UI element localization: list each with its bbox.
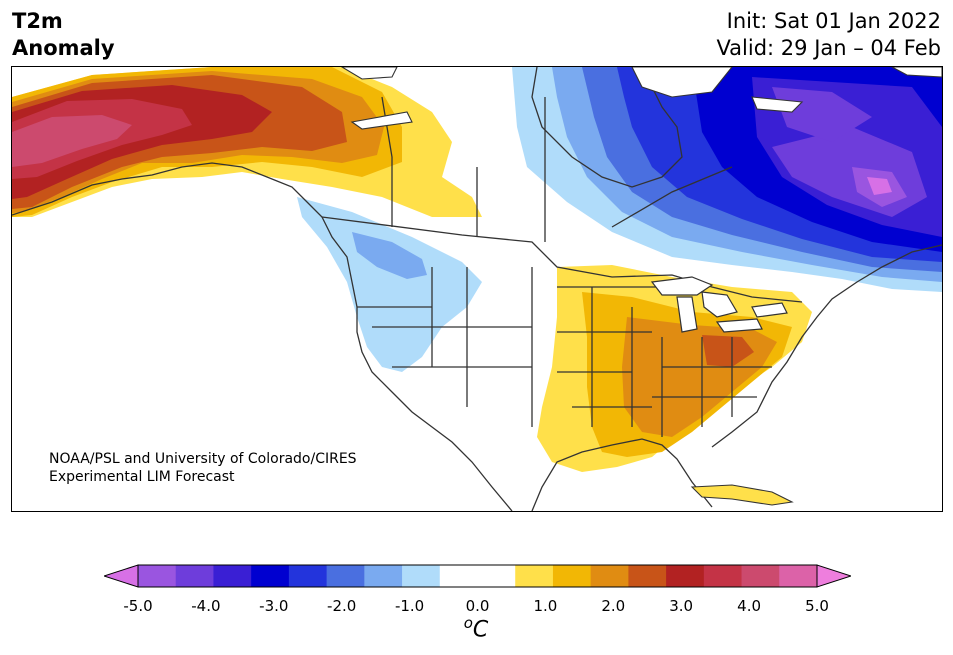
colorbar-swatch (138, 565, 177, 587)
colorbar-swatch (251, 565, 290, 587)
arctic-islands (340, 67, 942, 130)
cool-region-west (297, 197, 482, 372)
colorbar (102, 563, 853, 593)
anomaly-map (12, 67, 942, 511)
colorbar-outline (137, 564, 818, 588)
colorbar-swatch (402, 565, 441, 587)
colorbar-swatch (552, 565, 592, 587)
cool-region-east-canada (512, 67, 942, 292)
unit-label: C (472, 617, 489, 643)
colorbar-tick-label: 5.0 (805, 597, 829, 615)
colorbar-swatch (741, 565, 780, 587)
colorbar-extend-low (102, 564, 139, 588)
title-right: Init: Sat 01 Jan 2022 Valid: 29 Jan – 04… (716, 8, 941, 62)
valid-date: Valid: 29 Jan – 04 Feb (716, 36, 941, 60)
warm-region-alaska (12, 67, 482, 217)
colorbar-swatches (102, 564, 853, 588)
colorbar-tick-label: -3.0 (259, 597, 289, 615)
colorbar-swatch (364, 565, 403, 587)
cuba (690, 484, 794, 506)
colorbar-extend-high (816, 564, 853, 588)
title-left: T2m Anomaly (12, 8, 115, 62)
warm-region-east-us (537, 265, 812, 472)
credit-text: NOAA/PSL and University of Colorado/CIRE… (49, 450, 357, 486)
colorbar-tick-label: 2.0 (601, 597, 626, 615)
colorbar-tick-label: -1.0 (394, 597, 425, 615)
credit-line-2: Experimental LIM Forecast (49, 469, 235, 485)
colorbar-swatch (477, 565, 516, 587)
title-anomaly: Anomaly (12, 36, 115, 60)
great-lakes (650, 276, 788, 333)
colorbar-tick-label: 0.0 (465, 597, 490, 615)
coastlines-and-borders (12, 67, 942, 511)
colorbar-swatch (288, 565, 328, 587)
credit-line-1: NOAA/PSL and University of Colorado/CIRE… (49, 451, 357, 467)
colorbar-swatch (628, 565, 667, 587)
colorbar-swatch (590, 565, 629, 587)
colorbar-swatch (703, 565, 743, 587)
colorbar-swatch (213, 565, 252, 587)
init-date: Init: Sat 01 Jan 2022 (726, 9, 941, 33)
unit-superscript: o (463, 614, 473, 632)
colorbar-tick-label: 4.0 (737, 597, 762, 615)
map-panel (11, 66, 943, 512)
colorbar-tick-label: 3.0 (669, 597, 694, 615)
title-variable: T2m (12, 9, 63, 33)
colorbar-tick-label: -2.0 (327, 597, 357, 615)
colorbar-swatch (175, 565, 214, 587)
colorbar-swatch (779, 565, 818, 587)
colorbar-tick-label: 1.0 (533, 597, 558, 615)
colorbar-tick-label: -4.0 (191, 597, 221, 615)
colorbar-tick-label: -5.0 (123, 597, 153, 615)
colorbar-unit: oC (464, 614, 489, 642)
colorbar-swatch (326, 565, 365, 587)
colorbar-swatch (515, 565, 554, 587)
colorbar-swatch (439, 565, 478, 587)
colorbar-swatch (666, 565, 705, 587)
